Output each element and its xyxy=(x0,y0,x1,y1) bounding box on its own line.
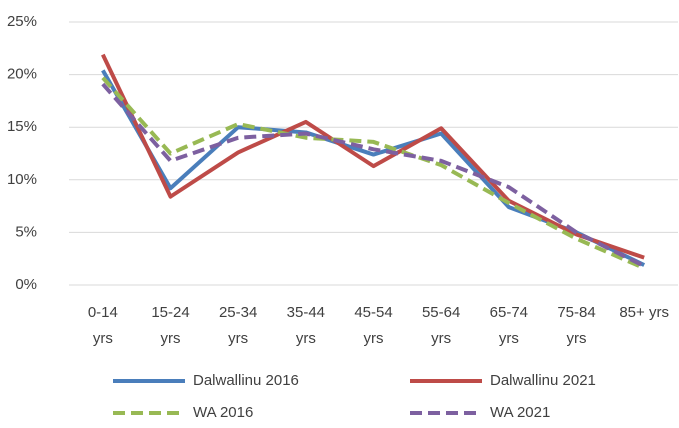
y-tick-label: 25% xyxy=(7,13,37,30)
series-line xyxy=(101,76,645,271)
y-tick-label: 0% xyxy=(15,276,37,293)
x-tick-label: 0-14 yrs xyxy=(87,304,118,347)
x-tick-label: 65-74 yrs xyxy=(489,304,529,347)
x-tick-label: 15-24 yrs xyxy=(151,304,190,347)
x-tick-label: 35-44 yrs xyxy=(286,304,326,347)
legend-label: WA 2016 xyxy=(193,404,253,421)
legend-label: WA 2021 xyxy=(490,404,550,421)
y-tick-label: 20% xyxy=(7,66,37,83)
y-tick-label: 15% xyxy=(7,118,37,135)
y-tick-label: 5% xyxy=(15,223,37,240)
legend-label: Dalwallinu 2021 xyxy=(490,372,596,389)
series-line xyxy=(101,53,645,260)
x-tick-label: 55-64 yrs xyxy=(421,304,461,347)
y-tick-label: 10% xyxy=(7,171,37,188)
legend-label: Dalwallinu 2016 xyxy=(193,372,299,389)
x-tick-label: 75-84 yrs xyxy=(557,304,596,347)
x-tick-label: 85+ yrs xyxy=(619,304,669,321)
series-line xyxy=(101,82,646,268)
x-tick-label: 25-34 yrs xyxy=(218,304,258,347)
x-tick-label: 45-54 yrs xyxy=(354,304,393,347)
